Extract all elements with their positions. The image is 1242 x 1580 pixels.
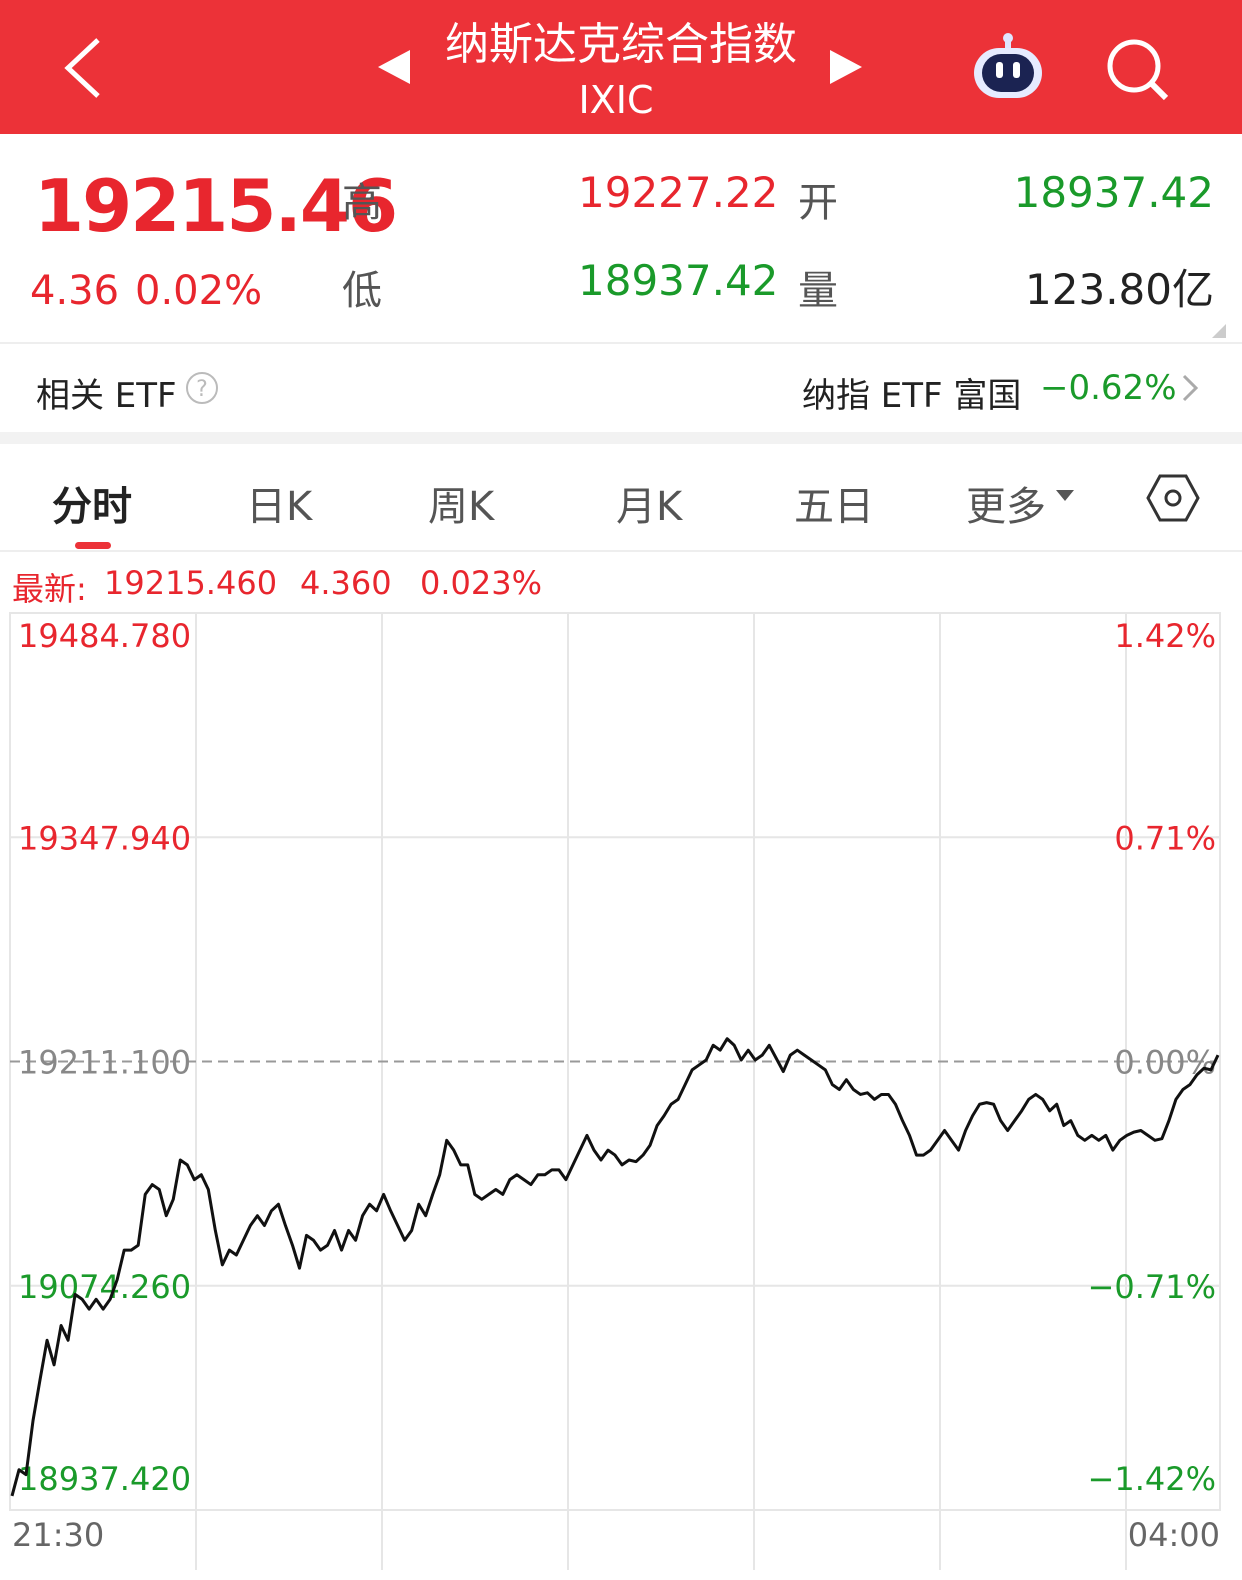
tab[interactable]: 五日 xyxy=(794,484,874,530)
expand-corner[interactable] xyxy=(1210,322,1228,340)
change: 4.36 xyxy=(30,268,120,314)
change-pct: 0.02% xyxy=(135,268,263,314)
etf-fund[interactable]: 纳指 ETF 富国 xyxy=(802,376,1022,416)
index-code: IXIC xyxy=(578,78,654,122)
more-caret[interactable] xyxy=(1054,488,1076,504)
search-button[interactable] xyxy=(1104,36,1170,102)
y-tick-label: 19484.780 xyxy=(18,617,191,655)
y-tick-label: 19211.100 xyxy=(18,1044,191,1082)
back-button[interactable] xyxy=(60,36,104,100)
volume-value: 123.80亿 xyxy=(1025,265,1214,314)
assistant-icon[interactable] xyxy=(968,30,1048,102)
y-tick-label: 19347.940 xyxy=(18,819,191,857)
prev-index[interactable] xyxy=(376,48,412,86)
next-index[interactable] xyxy=(828,48,864,86)
latest-pct: 0.023% xyxy=(420,564,543,602)
latest-label: 最新: xyxy=(12,570,87,608)
etf-arrow[interactable] xyxy=(1180,372,1200,404)
y2-tick-label: −0.71% xyxy=(1088,1268,1216,1306)
section-gap xyxy=(0,432,1242,444)
volume-label: 量 xyxy=(798,268,838,314)
latest-price: 19215.460 xyxy=(104,564,278,602)
y-tick-label: 19074.260 xyxy=(18,1268,191,1306)
svg-text:?: ? xyxy=(196,377,208,402)
etf-label: 相关 ETF xyxy=(36,376,177,416)
tab[interactable]: 日K xyxy=(246,484,313,530)
settings-button[interactable] xyxy=(1146,474,1200,522)
index-title: 纳斯达克综合指数 xyxy=(445,19,797,70)
y2-tick-label: 0.00% xyxy=(1114,1044,1216,1082)
open-label: 开 xyxy=(798,180,838,226)
divider xyxy=(0,342,1242,344)
high-value: 19227.22 xyxy=(578,168,779,217)
etf-change: −0.62% xyxy=(1040,368,1177,408)
open-value: 18937.42 xyxy=(1013,168,1214,217)
divider xyxy=(0,550,1242,552)
y2-tick-label: 1.42% xyxy=(1114,617,1216,655)
help-icon[interactable]: ? xyxy=(184,370,220,406)
y-tick-label: 18937.420 xyxy=(18,1460,191,1498)
x-tick-label: 04:00 xyxy=(1128,1516,1220,1554)
tab-indicator xyxy=(75,542,111,549)
tab[interactable]: 更多 xyxy=(966,484,1046,530)
latest-change: 4.360 xyxy=(300,564,392,602)
price-line xyxy=(10,1037,1220,1497)
x-tick-label: 21:30 xyxy=(12,1516,104,1554)
low-value: 18937.42 xyxy=(578,256,779,305)
y2-tick-label: −1.42% xyxy=(1088,1460,1216,1498)
y2-tick-label: 0.71% xyxy=(1114,819,1216,857)
price: 19215.46 xyxy=(34,164,398,248)
high-label: 高 xyxy=(342,180,382,226)
tab[interactable]: 分时 xyxy=(52,484,132,530)
tab[interactable]: 月K xyxy=(616,484,683,530)
low-label: 低 xyxy=(342,268,382,314)
header-bar: 纳斯达克综合指数 IXIC xyxy=(0,0,1242,134)
tab[interactable]: 周K xyxy=(428,484,495,530)
